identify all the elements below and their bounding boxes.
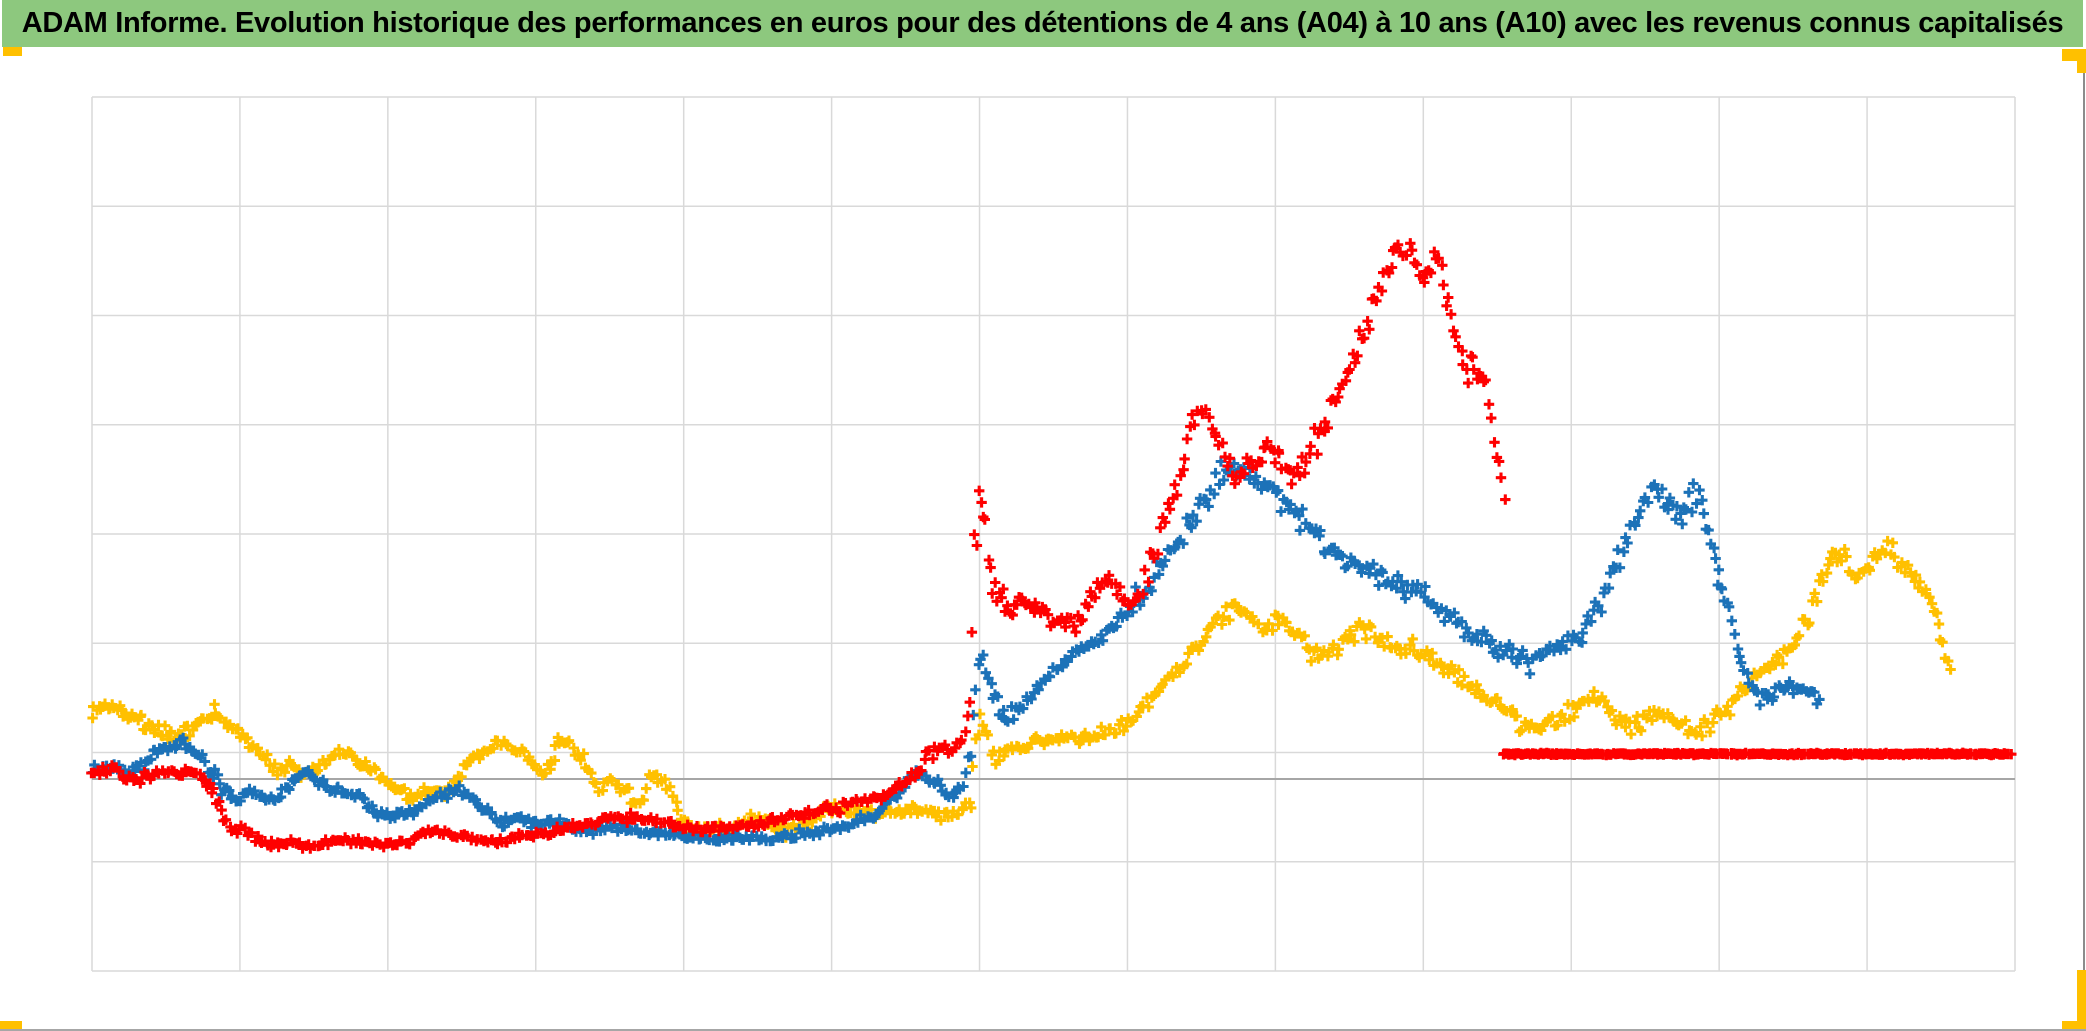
- bottom-right-accent-vertical: [2077, 970, 2086, 1029]
- top-left-accent: [3, 47, 22, 56]
- bottom-left-accent: [0, 1021, 22, 1029]
- right-border-line: [2083, 73, 2085, 972]
- bottom-border-line: [0, 1029, 2086, 1031]
- page-title: ADAM Informe. Evolution historique des p…: [21, 7, 2064, 39]
- blue-series: [87, 456, 1825, 847]
- gridlines: [91, 96, 2016, 972]
- bottom-right-accent-horizontal: [2062, 1021, 2086, 1029]
- top-right-accent-vertical: [2077, 49, 2086, 73]
- header-bar: ADAM Informe. Evolution historique des p…: [2, 0, 2083, 47]
- red-series: [86, 238, 2017, 854]
